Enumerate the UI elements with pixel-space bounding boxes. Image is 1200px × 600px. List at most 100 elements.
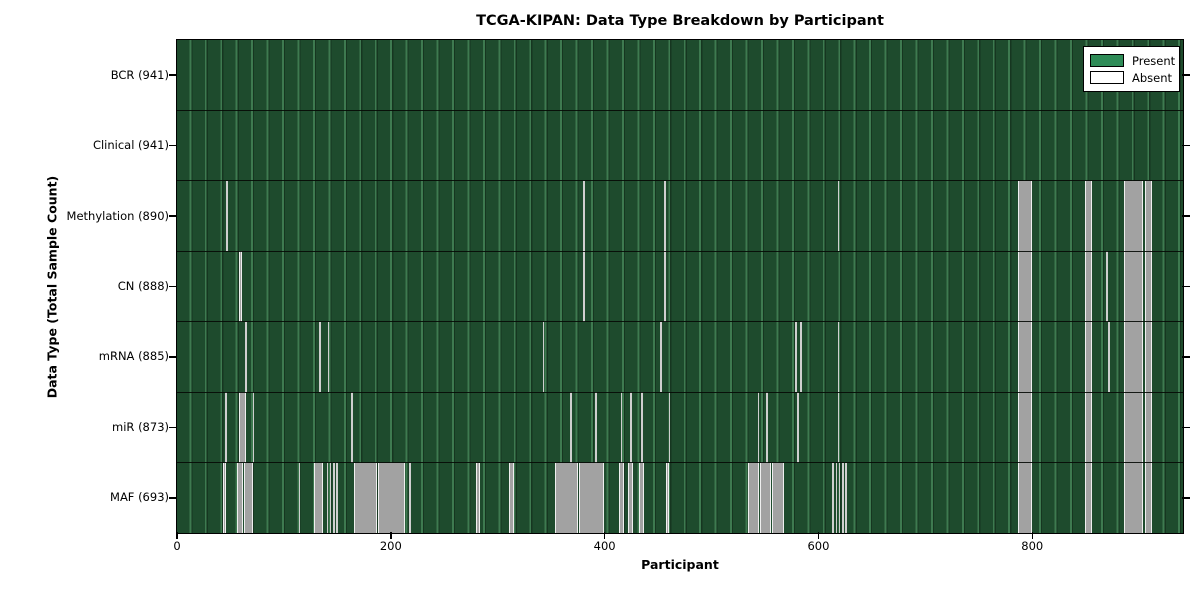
x-tick bbox=[603, 532, 606, 539]
y-tick bbox=[1182, 215, 1190, 217]
absent-run bbox=[1084, 180, 1093, 252]
absent-run bbox=[1084, 392, 1093, 463]
absent-run bbox=[1144, 462, 1152, 533]
absent-run bbox=[620, 392, 623, 463]
absent-run bbox=[1018, 462, 1033, 533]
absent-run bbox=[1144, 321, 1152, 393]
absent-run bbox=[759, 462, 772, 533]
absent-run bbox=[664, 251, 667, 322]
absent-run bbox=[1124, 462, 1144, 533]
x-tick bbox=[817, 532, 820, 539]
absent-run bbox=[239, 392, 247, 463]
absent-run bbox=[665, 462, 669, 533]
absent-run bbox=[837, 180, 840, 252]
y-tick bbox=[1182, 144, 1190, 147]
absent-run bbox=[595, 392, 597, 463]
y-tick bbox=[169, 426, 177, 429]
absent-run bbox=[509, 462, 514, 533]
absent-run bbox=[618, 462, 624, 533]
absent-run bbox=[329, 462, 332, 533]
y-tick bbox=[1182, 285, 1190, 288]
x-tick bbox=[1031, 532, 1033, 539]
row-separator bbox=[177, 321, 1183, 323]
absent-run bbox=[1108, 321, 1110, 393]
absent-run bbox=[476, 462, 480, 533]
absent-run bbox=[1018, 392, 1033, 463]
absent-run bbox=[1084, 462, 1093, 533]
absent-run bbox=[583, 251, 585, 322]
absent-run bbox=[570, 392, 572, 463]
legend-label-present: Present bbox=[1132, 53, 1176, 68]
y-tick bbox=[1182, 426, 1190, 429]
absent-run bbox=[583, 180, 585, 252]
absent-run bbox=[638, 462, 645, 533]
absent-run bbox=[377, 462, 405, 533]
absent-run bbox=[327, 321, 330, 393]
absent-run bbox=[555, 462, 578, 533]
legend-label-absent: Absent bbox=[1132, 70, 1173, 85]
x-axis-title: Participant bbox=[641, 557, 719, 572]
absent-run bbox=[542, 321, 545, 393]
row-label: miR (873) bbox=[112, 419, 169, 434]
absent-run bbox=[313, 462, 324, 533]
absent-run bbox=[845, 462, 847, 533]
row-label: CN (888) bbox=[117, 279, 169, 293]
absent-run bbox=[1084, 321, 1093, 393]
absent-run bbox=[578, 462, 604, 533]
row-label: BCR (941) bbox=[110, 67, 169, 82]
absent-run bbox=[333, 462, 335, 533]
absent-run bbox=[226, 180, 228, 252]
absent-run bbox=[835, 462, 838, 533]
absent-run bbox=[800, 321, 802, 393]
absent-run bbox=[244, 462, 253, 533]
row-separator bbox=[177, 180, 1183, 182]
legend-item-present: Present bbox=[1090, 52, 1176, 69]
absent-run bbox=[239, 251, 243, 322]
legend-item-absent: Absent bbox=[1090, 69, 1173, 86]
y-tick bbox=[169, 356, 177, 358]
y-tick bbox=[169, 497, 177, 499]
absent-run bbox=[245, 321, 247, 393]
x-tick-label: 400 bbox=[593, 539, 616, 553]
row-separator bbox=[177, 250, 1183, 252]
absent-run bbox=[298, 462, 301, 533]
legend: Present Absent bbox=[1083, 46, 1180, 92]
row-label: Clinical (941) bbox=[92, 138, 169, 153]
row-separator bbox=[177, 461, 1183, 464]
absent-run bbox=[252, 392, 255, 463]
absent-run bbox=[222, 462, 227, 533]
absent-run bbox=[832, 462, 834, 533]
y-tick bbox=[1182, 356, 1190, 358]
chart-title: TCGA-KIPAN: Data Type Breakdown by Parti… bbox=[476, 13, 884, 29]
absent-run bbox=[668, 392, 671, 463]
row-label: MAF (693) bbox=[110, 490, 169, 505]
absent-run bbox=[408, 462, 411, 533]
x-tick-label: 200 bbox=[379, 539, 402, 553]
absent-run bbox=[1124, 392, 1144, 463]
absent-run bbox=[841, 462, 844, 533]
absent-run bbox=[1018, 251, 1033, 322]
absent-run bbox=[1124, 251, 1144, 322]
row-separator bbox=[177, 109, 1183, 112]
absent-run bbox=[838, 462, 841, 533]
x-tick-label: 0 bbox=[173, 539, 181, 553]
absent-run bbox=[640, 392, 643, 463]
absent-run bbox=[1144, 180, 1152, 252]
absent-run bbox=[630, 392, 632, 463]
absent-run bbox=[1084, 251, 1093, 322]
row-label: Methylation (890) bbox=[66, 208, 169, 223]
absent-run bbox=[837, 321, 840, 393]
absent-run bbox=[772, 462, 785, 533]
x-tick bbox=[176, 532, 178, 539]
absent-run bbox=[757, 392, 760, 463]
y-tick bbox=[169, 285, 177, 288]
y-tick bbox=[1182, 497, 1190, 499]
y-tick bbox=[1182, 74, 1190, 76]
absent-run bbox=[236, 462, 244, 533]
row-label: mRNA (885) bbox=[98, 349, 169, 364]
absent-run bbox=[1144, 392, 1152, 463]
absent-run bbox=[225, 392, 227, 463]
absent-run bbox=[664, 180, 667, 252]
absent-run bbox=[319, 321, 321, 393]
